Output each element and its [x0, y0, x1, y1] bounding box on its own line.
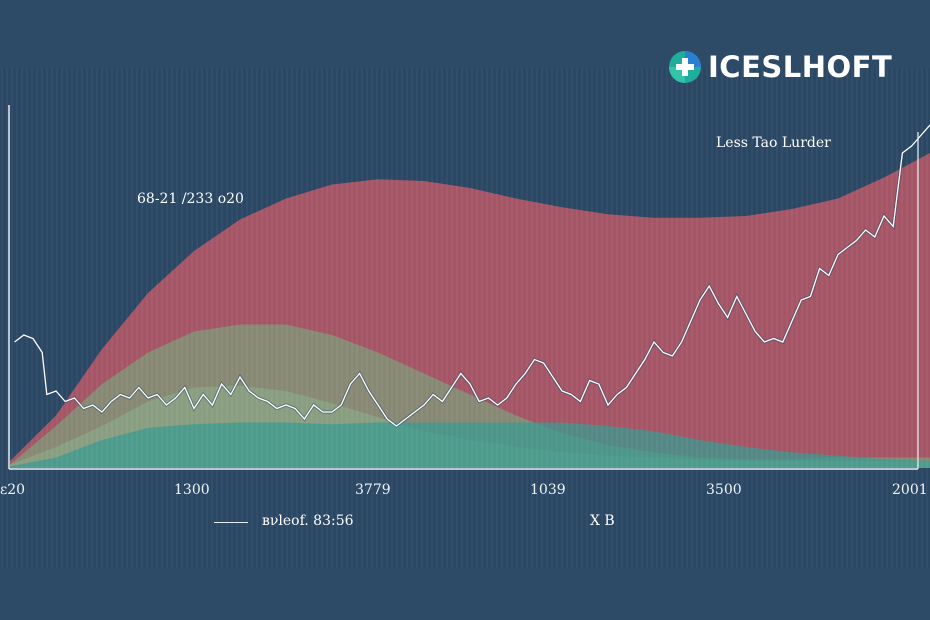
line-series — [14, 124, 930, 427]
plus-cross-logo-icon — [669, 51, 701, 83]
area-series-4 — [10, 422, 930, 468]
x-tick-label: 1300 — [174, 482, 210, 498]
brand-name: ICESLHOFT — [708, 50, 893, 84]
brand-logo: ICESLHOFT — [668, 50, 892, 84]
legend-line-marker — [214, 522, 248, 523]
legend-label: Х B — [590, 513, 615, 529]
annotation-left: 68-21 /233 о20 — [137, 191, 244, 207]
x-tick-label: 3779 — [355, 482, 391, 498]
x-tick-label: ε20 — [0, 482, 26, 498]
x-tick-label: 2001 — [892, 482, 928, 498]
legend-label: вνleof. 83:56 — [262, 513, 354, 529]
vertical-stripe-grid — [1, 68, 928, 568]
x-tick-label: 1039 — [530, 482, 566, 498]
annotation-top-right: Less Tao Lurder — [716, 135, 831, 151]
x-tick-label: 3500 — [706, 482, 742, 498]
